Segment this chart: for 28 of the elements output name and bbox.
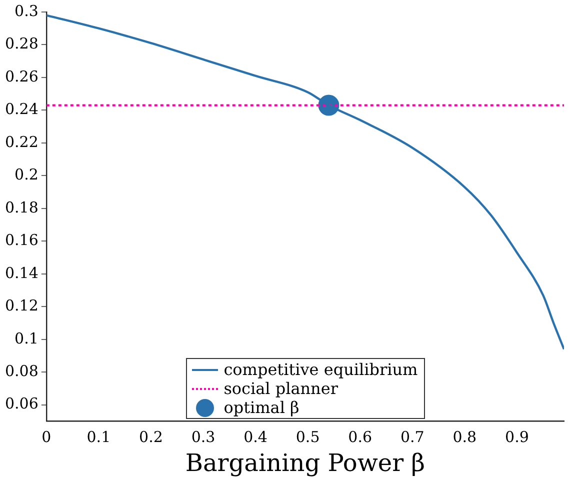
x-tick-label: 0.2	[139, 428, 163, 446]
y-tick-label: 0.12	[4, 296, 38, 315]
y-tick-label: 0.1	[14, 329, 38, 348]
x-tick-label: 0.6	[348, 428, 372, 446]
x-tick-label: 0.9	[505, 428, 529, 446]
x-tick-label: 0	[42, 428, 52, 446]
x-tick-label: 0.7	[400, 428, 424, 446]
legend-label: social planner	[224, 379, 338, 398]
y-tick-label: 0.08	[4, 362, 38, 380]
y-tick-label: 0.06	[4, 394, 38, 413]
x-tick-label: 0.3	[191, 428, 216, 446]
y-tick-label: 0.28	[4, 34, 38, 53]
y-tick-label: 0.26	[4, 67, 38, 86]
x-tick-label: 0.5	[296, 428, 320, 446]
y-tick-label: 0.24	[4, 100, 38, 118]
y-tick-label: 0.3	[14, 2, 38, 20]
x-tick-label: 0.8	[452, 428, 477, 446]
legend-label: optimal β	[224, 398, 300, 418]
legend-label: competitive equilibrium	[224, 360, 418, 380]
x-tick-label: 0.4	[244, 428, 268, 446]
y-tick-label: 0.14	[4, 264, 38, 282]
y-tick-label: 0.16	[4, 231, 38, 250]
x-axis-title: Bargaining Power β	[185, 448, 426, 477]
line-series	[46, 14, 564, 350]
x-tick-label: 0.1	[86, 428, 111, 446]
y-tick-label: 0.2	[14, 166, 38, 184]
y-tick-label: 0.22	[4, 132, 38, 151]
y-tick-label: 0.18	[4, 198, 38, 216]
